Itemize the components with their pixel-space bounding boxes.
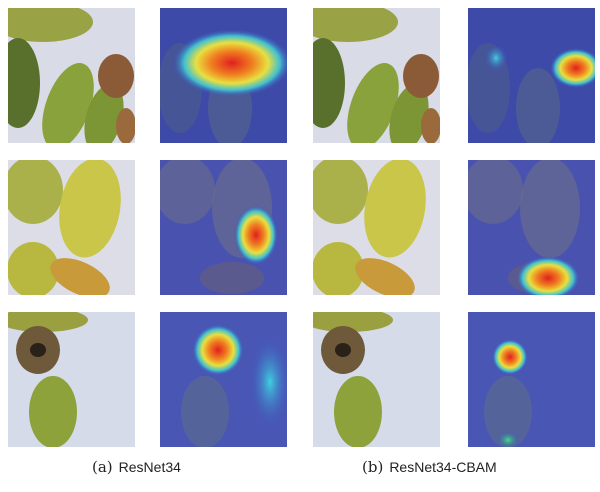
caption-b-label: (b) (362, 458, 384, 476)
caption-b-name: ResNet34-CBAM (389, 459, 497, 475)
input-image-row1-b (313, 8, 440, 143)
input-image-row2-a (8, 160, 135, 295)
cam-heatmap-row3-a (160, 312, 287, 447)
cam-heatmap-row3-b (468, 312, 595, 447)
caption-a-name: ResNet34 (118, 459, 181, 475)
cam-heatmap-row2-a (160, 160, 287, 295)
caption-a: (a) ResNet34 (92, 458, 181, 476)
input-image-row3-b (313, 312, 440, 447)
input-image-row3-a (8, 312, 135, 447)
caption-b: (b) ResNet34-CBAM (362, 458, 497, 476)
input-image-row2-b (313, 160, 440, 295)
cam-heatmap-row1-a (160, 8, 287, 143)
cam-heatmap-row2-b (468, 160, 595, 295)
input-image-row1-a (8, 8, 135, 143)
caption-a-label: (a) (92, 458, 113, 476)
cam-heatmap-row1-b (468, 8, 595, 143)
